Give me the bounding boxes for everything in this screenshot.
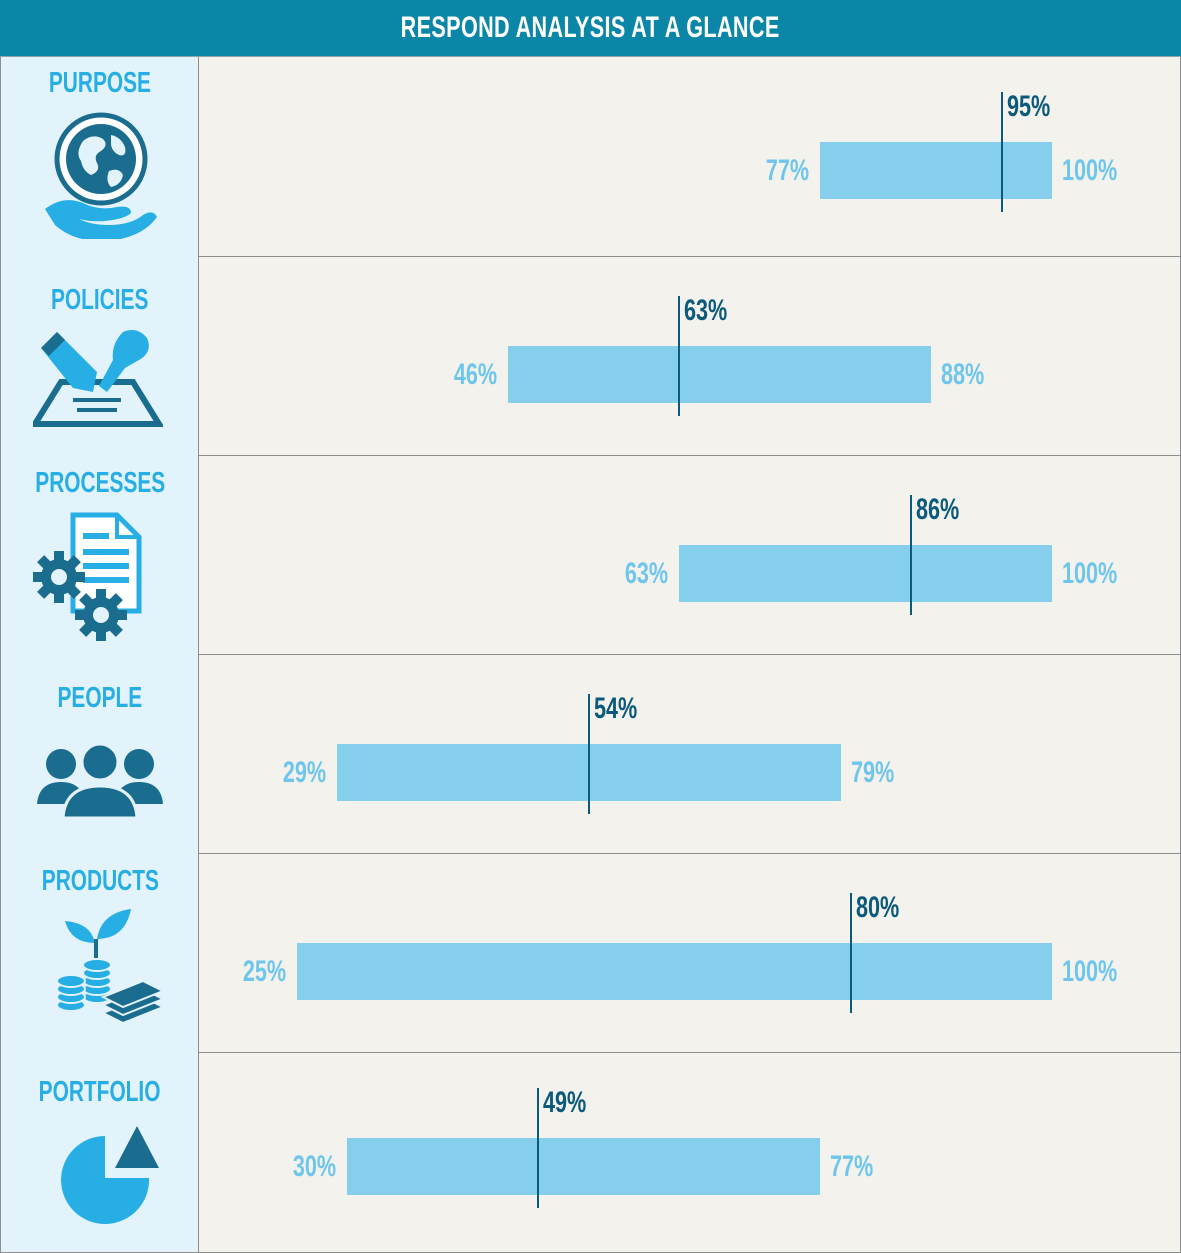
marker-line [910, 495, 913, 615]
marker-line [849, 893, 852, 1013]
marker-label: 95% [1007, 92, 1067, 122]
chart-row-people: PEOPLE 54% 29% 79% [0, 654, 1181, 854]
range-max-label-text: 100% [1062, 955, 1118, 988]
range-min-label-text: 63% [625, 557, 669, 590]
globe-in-hand-icon [39, 109, 159, 242]
category-panel: PRODUCTS [0, 853, 199, 1052]
category-panel: PROCESSES [0, 455, 199, 654]
signing-document-icon [29, 324, 165, 434]
range-bar [347, 1138, 821, 1195]
marker-line [587, 694, 590, 814]
marker-label: 63% [684, 296, 744, 326]
marker-label-text: 80% [855, 891, 899, 924]
pie-chart-icon [55, 1122, 165, 1232]
category-panel: PEOPLE [0, 654, 199, 853]
range-plot: 86% 63% 100% [199, 455, 1181, 654]
range-max-label-text: 77% [830, 1150, 874, 1183]
chart-title: RESPOND ANALYSIS AT A GLANCE [401, 11, 780, 44]
range-max-label: 79% [851, 758, 911, 788]
category-label: PURPOSE [1, 67, 199, 100]
range-max-label-text: 100% [1062, 557, 1118, 590]
range-max-label: 100% [1062, 957, 1139, 987]
range-bar [508, 346, 932, 403]
range-max-label: 88% [941, 360, 1001, 390]
range-bar [296, 943, 1052, 1000]
range-min-label-text: 30% [292, 1150, 337, 1183]
marker-label: 86% [916, 495, 976, 525]
chart-row-portfolio: PORTFOLIO 49% 30% 77% [0, 1052, 1181, 1253]
header-bar: RESPOND ANALYSIS AT A GLANCE [0, 0, 1181, 57]
marker-label: 49% [543, 1088, 603, 1118]
category-label-text: PROCESSES [35, 467, 165, 499]
marker-line [537, 1088, 540, 1208]
range-min-label: 30% [276, 1152, 336, 1182]
range-plot: 54% 29% 79% [199, 654, 1181, 853]
category-label-text: PURPOSE [48, 67, 152, 99]
range-max-label-text: 79% [850, 756, 894, 789]
growth-money-icon [43, 905, 166, 1035]
range-bar [820, 142, 1052, 199]
range-min-label: 77% [749, 156, 809, 186]
range-min-label-text: 29% [282, 756, 327, 789]
category-label: PRODUCTS [1, 865, 199, 898]
chart-row-policies: POLICIES 63% 46% 88% [0, 256, 1181, 456]
range-min-label-text: 77% [766, 154, 810, 187]
marker-label-text: 54% [593, 692, 637, 725]
category-label: PROCESSES [1, 467, 199, 500]
marker-line [1000, 92, 1003, 212]
marker-label-text: 95% [1006, 90, 1050, 123]
range-min-label-text: 46% [454, 358, 498, 391]
marker-line [678, 296, 681, 416]
category-panel: PURPOSE [0, 57, 199, 256]
range-plot: 95% 77% 100% [199, 57, 1181, 256]
marker-label: 80% [856, 893, 916, 923]
chart-row-purpose: PURPOSE 95% 77% 100% [0, 57, 1181, 257]
range-min-label: 63% [608, 559, 668, 589]
range-plot: 63% 46% 88% [199, 256, 1181, 455]
marker-label-text: 49% [543, 1086, 587, 1119]
range-bar [679, 545, 1052, 602]
category-label: PEOPLE [1, 682, 199, 715]
people-group-icon [35, 742, 165, 822]
chart-row-processes: PROCESSES [0, 455, 1181, 655]
chart-row-products: PRODUCTS [0, 853, 1181, 1053]
category-label-text: PRODUCTS [41, 865, 159, 897]
range-min-label-text: 25% [242, 955, 286, 988]
category-label-text: PORTFOLIO [39, 1076, 161, 1108]
marker-label: 54% [594, 694, 654, 724]
category-label-text: PEOPLE [57, 682, 143, 714]
range-min-label: 46% [437, 360, 497, 390]
range-plot: 80% 25% 100% [199, 853, 1181, 1052]
document-gears-icon [29, 511, 149, 641]
category-label-text: POLICIES [51, 284, 149, 316]
range-max-label-text: 88% [941, 358, 985, 391]
marker-label-text: 86% [916, 493, 960, 526]
range-max-label: 77% [830, 1152, 890, 1182]
category-panel: POLICIES [0, 256, 199, 455]
range-max-label-text: 100% [1062, 154, 1118, 187]
range-min-label: 29% [266, 758, 326, 788]
category-label: POLICIES [1, 284, 199, 317]
marker-label-text: 63% [684, 294, 728, 327]
range-min-label: 25% [226, 957, 286, 987]
category-label: PORTFOLIO [1, 1076, 199, 1109]
category-panel: PORTFOLIO [0, 1052, 199, 1252]
range-max-label: 100% [1062, 559, 1139, 589]
range-max-label: 100% [1062, 156, 1139, 186]
range-plot: 49% 30% 77% [199, 1052, 1181, 1252]
